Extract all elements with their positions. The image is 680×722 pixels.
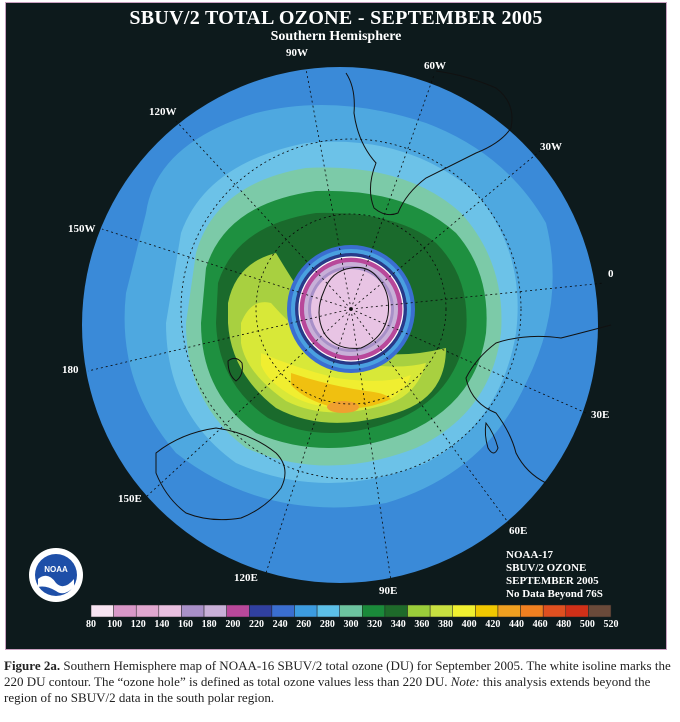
color-scale-tick-label: 160: [178, 619, 194, 630]
color-scale-swatch: [249, 604, 273, 618]
info-satellite: NOAA-17: [506, 549, 554, 561]
lon-label-150e: 150E: [118, 493, 142, 505]
color-scale-swatch: [520, 604, 544, 618]
color-scale-tick-label: 320: [367, 619, 383, 630]
color-scale-tick-label: 260: [296, 619, 312, 630]
max-ozone-core: [327, 401, 359, 413]
color-scale-tick-label: 360: [414, 619, 430, 630]
color-scale-tick-label: 120: [130, 619, 146, 630]
meridian-0: [350, 282, 605, 310]
australia-coast: [155, 427, 286, 521]
color-scale-tick-label: 420: [485, 619, 501, 630]
color-scale-tick-label: 240: [272, 619, 288, 630]
color-scale-tick-label: 100: [107, 619, 123, 630]
meridian-90w: [305, 68, 352, 310]
lon-label-120e: 120E: [234, 572, 258, 584]
color-scale-swatch: [542, 604, 567, 618]
antarctica-coast: [318, 267, 389, 349]
color-scale-swatch: [316, 604, 340, 618]
color-scale-swatch: [158, 604, 182, 618]
south-america-coast: [345, 70, 513, 216]
meridian-180: [87, 308, 352, 372]
color-scale-tick-label: 480: [556, 619, 572, 630]
info-period: SEPTEMBER 2005: [506, 575, 599, 587]
meridian-120e: [265, 308, 352, 574]
latitude-circle-2: [180, 138, 522, 480]
lon-label-180: 180: [62, 364, 79, 376]
lon-label-0: 0: [608, 268, 614, 280]
caption-note-text: this analysis extends beyond the region …: [4, 674, 651, 705]
orange-band: [291, 373, 391, 409]
color-scale-tick-label: 300: [343, 619, 359, 630]
isoline-220: [298, 256, 404, 362]
color-scale-tick-label: 520: [603, 619, 619, 630]
color-scale-swatch: [497, 604, 521, 618]
color-scale-tick-label: 200: [225, 619, 241, 630]
noaa-logo-text: NOAA: [44, 565, 68, 574]
color-scale-tick-label: 440: [508, 619, 524, 630]
graticule: [87, 68, 605, 582]
color-scale-tick-label: 80: [86, 619, 96, 630]
color-scale-swatch: [181, 604, 205, 618]
color-scale-swatch: [203, 604, 227, 618]
lon-label-60w: 60W: [424, 60, 446, 72]
color-scale-swatch: [588, 604, 612, 618]
info-box: NOAA-17 SBUV/2 OZONE SEPTEMBER 2005 No D…: [506, 549, 603, 601]
color-scale-ticks: 80 100 120 140 160 180 200 220 240 260 280 300 320 34…: [85, 619, 619, 633]
color-scale-tick-label: 380: [438, 619, 454, 630]
lon-label-90w: 90W: [286, 47, 308, 59]
color-scale-swatch: [294, 604, 318, 618]
madagascar-coast: [484, 421, 499, 454]
color-scale-swatch: [271, 604, 295, 618]
color-scale-tick-label: 340: [390, 619, 406, 630]
latitude-circle-1: [255, 213, 447, 405]
color-scale-swatch: [90, 604, 114, 618]
lon-label-30e: 30E: [591, 409, 610, 421]
figure-caption: Figure 2a. Southern Hemisphere map of NO…: [4, 658, 678, 706]
meridian-60w: [350, 74, 435, 310]
color-scale-swatch: [362, 604, 386, 618]
ozone-map: [82, 67, 612, 618]
info-data-note: No Data Beyond 76S: [506, 588, 603, 600]
coastlines: [155, 70, 612, 521]
africa-coast: [465, 324, 612, 484]
info-product: SBUV/2 OZONE: [506, 562, 587, 574]
caption-figure-label: Figure 2a.: [4, 658, 61, 673]
color-scale-swatch: [226, 604, 250, 618]
lon-label-30w: 30W: [540, 141, 562, 153]
color-scale-tick-label: 500: [579, 619, 595, 630]
figure-panel: SBUV/2 TOTAL OZONE - SEPTEMBER 2005 Sout…: [5, 2, 667, 650]
meridian-150w: [101, 228, 352, 310]
color-scale-tick-label: 280: [319, 619, 335, 630]
meridian-90e: [350, 308, 392, 582]
caption-text: Southern Hemisphere map of NOAA-16 SBUV/…: [4, 658, 671, 689]
color-scale-swatch: [565, 604, 589, 618]
map-title: SBUV/2 TOTAL OZONE - SEPTEMBER 2005: [129, 7, 543, 29]
color-scale-tick-label: 460: [532, 619, 548, 630]
new-zealand-coast: [227, 357, 243, 382]
caption-note-label: Note:: [450, 674, 480, 689]
map-subtitle: Southern Hemisphere: [270, 29, 402, 44]
color-scale-tick-label: 140: [154, 619, 170, 630]
color-scale-swatch: [429, 604, 453, 618]
lon-label-120w: 120W: [149, 106, 177, 118]
color-scale-swatch: [407, 604, 431, 618]
color-scale-swatch: [135, 604, 160, 618]
color-scale-tick-label: 400: [461, 619, 477, 630]
lon-label-60e: 60E: [509, 525, 528, 537]
color-scale-swatch: [113, 604, 137, 618]
color-scale-tick-label: 180: [201, 619, 217, 630]
color-scale-swatch: [384, 604, 408, 618]
meridian-150e: [145, 308, 352, 498]
color-scale-bar: [90, 604, 612, 618]
color-scale-swatch: [339, 604, 363, 618]
color-scale-swatch: [452, 604, 476, 618]
meridian-30w: [350, 150, 541, 310]
color-scale-tick-label: 220: [248, 619, 264, 630]
lon-label-90e: 90E: [379, 585, 398, 597]
noaa-logo: NOAA: [29, 548, 83, 602]
lon-label-150w: 150W: [68, 223, 96, 235]
color-scale-swatch: [475, 604, 499, 618]
